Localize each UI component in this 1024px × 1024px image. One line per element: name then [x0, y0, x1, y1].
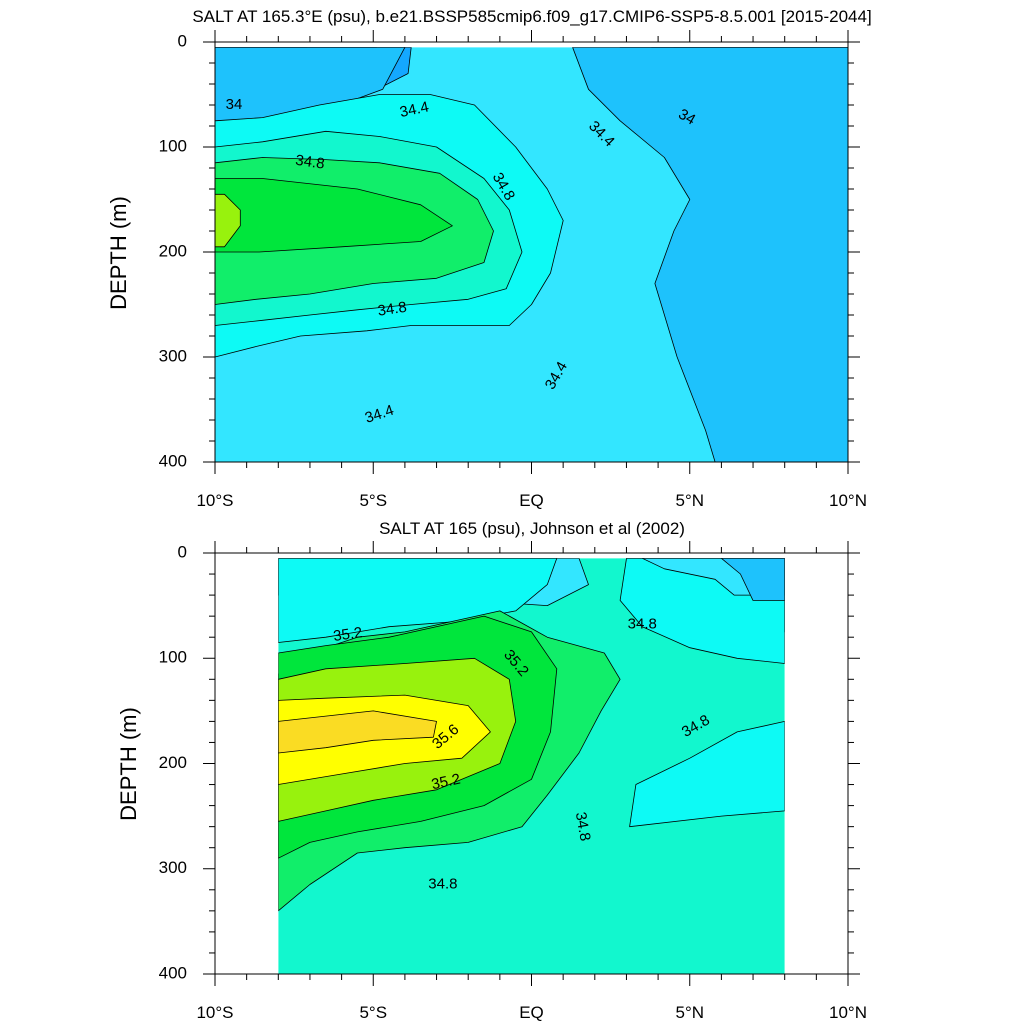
contour-label: 35.2 [430, 771, 462, 794]
contour-label: 34.8 [572, 811, 594, 843]
observed-panel-y-axis-label: DEPTH (m) [116, 707, 141, 821]
y-tick-label: 300 [159, 858, 187, 877]
x-tick-label: EQ [519, 491, 544, 510]
model-panel-title: SALT AT 165.3°E (psu), b.e21.BSSP585cmip… [192, 7, 871, 26]
x-tick-label: EQ [519, 1003, 544, 1022]
model-salinity-panel: SALT AT 165.3°E (psu), b.e21.BSSP585cmip… [106, 7, 872, 510]
contour-field [215, 47, 848, 462]
y-tick-label: 400 [159, 451, 187, 470]
contour-region-35-8 [278, 710, 437, 754]
model-panel-y-axis-label: DEPTH (m) [106, 196, 131, 310]
contour-label: 35.2 [332, 624, 363, 645]
contour-label: 34.8 [377, 299, 408, 320]
contour-label: 34.8 [428, 876, 457, 893]
contour-region-34-2 [572, 47, 848, 462]
contour-region-34-6 [629, 721, 785, 828]
x-tick-label: 5°S [359, 491, 387, 510]
y-tick-label: 100 [159, 136, 187, 155]
y-tick-label: 100 [159, 648, 187, 667]
contour-label: 34.8 [628, 616, 657, 633]
x-tick-label: 5°S [359, 1003, 387, 1022]
y-tick-label: 400 [159, 963, 187, 982]
y-tick-label: 0 [178, 31, 187, 50]
contour-region-34-2 [721, 558, 785, 601]
observed-salinity-panel: SALT AT 165 (psu), Johnson et al (2002) … [116, 519, 867, 1022]
x-tick-label: 10°S [196, 491, 233, 510]
x-tick-label: 5°N [675, 491, 704, 510]
observed-panel-title: SALT AT 165 (psu), Johnson et al (2002) [379, 519, 685, 538]
y-tick-label: 0 [178, 542, 187, 561]
contour-label: 34 [226, 96, 243, 113]
contour-label: 34.4 [398, 98, 430, 121]
x-tick-label: 10°N [829, 491, 867, 510]
contour-label: 34.8 [294, 152, 325, 173]
contour-label: 34 [675, 106, 698, 129]
contour-region-35-2 [215, 178, 453, 253]
x-tick-label: 5°N [675, 1003, 704, 1022]
contour-region-35-4 [215, 193, 241, 248]
y-tick-label: 200 [159, 753, 187, 772]
x-tick-label: 10°S [196, 1003, 233, 1022]
y-tick-label: 300 [159, 346, 187, 365]
y-tick-label: 200 [159, 241, 187, 260]
contour-field [278, 558, 785, 974]
x-tick-label: 10°N [829, 1003, 867, 1022]
